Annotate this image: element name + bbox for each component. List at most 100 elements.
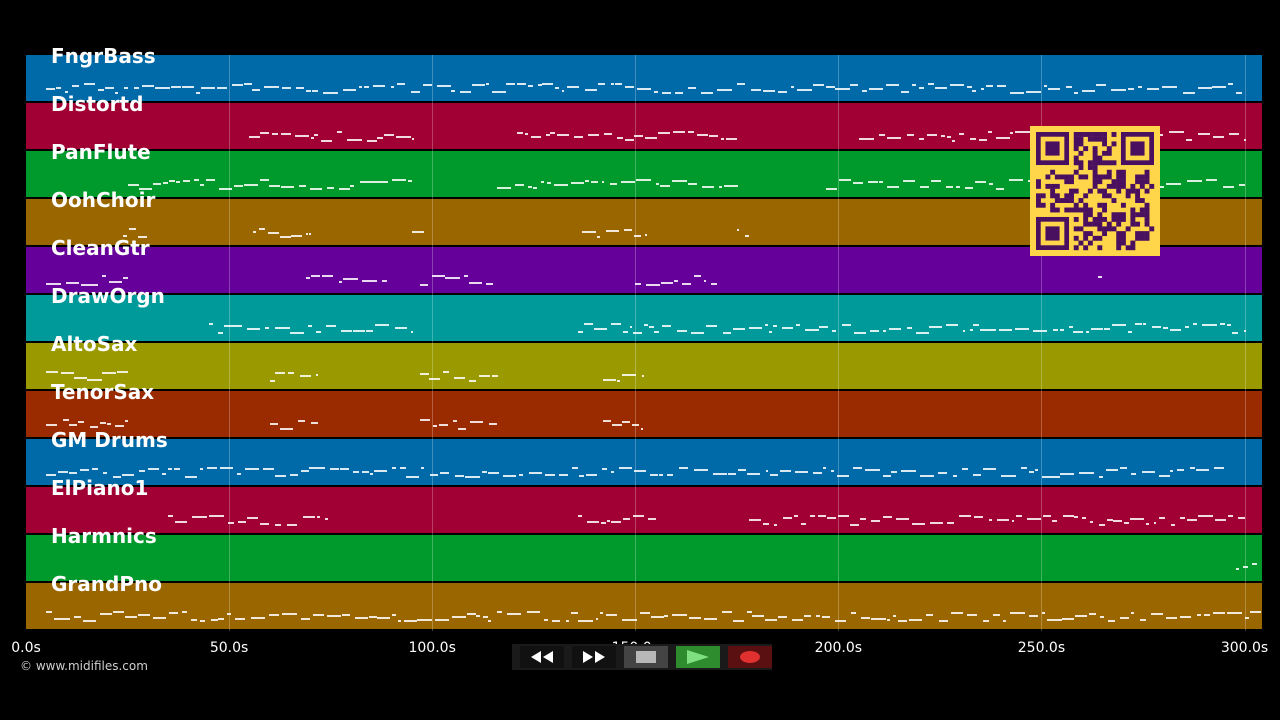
note-mark xyxy=(291,235,302,237)
note-mark xyxy=(1107,620,1116,622)
note-mark xyxy=(1119,617,1130,619)
note-mark xyxy=(587,134,600,136)
note-mark xyxy=(621,619,637,621)
note-mark xyxy=(687,183,698,185)
note-mark xyxy=(946,186,953,188)
note-mark xyxy=(383,134,395,136)
note-mark xyxy=(137,236,147,238)
note-mark xyxy=(89,284,99,286)
note-mark xyxy=(299,375,312,377)
note-mark xyxy=(152,183,162,185)
note-mark xyxy=(934,87,947,89)
note-mark xyxy=(263,468,274,470)
note-mark xyxy=(483,616,489,618)
note-mark xyxy=(227,522,234,524)
note-mark xyxy=(744,235,749,237)
note-mark xyxy=(1072,331,1084,333)
note-mark xyxy=(664,615,669,617)
note-mark xyxy=(326,187,335,189)
note-mark xyxy=(950,84,965,86)
note-mark xyxy=(1239,184,1245,186)
note-mark xyxy=(817,515,826,517)
note-mark xyxy=(423,84,432,86)
track-label: FngrBass xyxy=(51,44,156,68)
note-mark xyxy=(795,471,808,473)
note-mark xyxy=(502,475,517,477)
note-mark xyxy=(623,229,633,231)
stop-button[interactable] xyxy=(624,646,668,668)
note-mark xyxy=(411,91,420,93)
note-mark xyxy=(790,86,795,88)
note-mark xyxy=(102,275,106,277)
note-mark xyxy=(1162,327,1169,329)
note-mark xyxy=(139,470,146,472)
note-mark xyxy=(615,83,622,85)
record-button[interactable] xyxy=(728,646,772,668)
note-mark xyxy=(995,188,1005,190)
note-mark xyxy=(804,329,820,331)
note-mark xyxy=(816,615,821,617)
note-mark xyxy=(633,470,647,472)
note-mark xyxy=(658,132,671,134)
note-mark xyxy=(955,186,960,188)
track-label: DrawOrgn xyxy=(51,284,165,308)
note-mark xyxy=(929,522,943,524)
note-mark xyxy=(200,620,206,622)
note-mark xyxy=(139,188,152,190)
note-mark xyxy=(243,83,253,85)
note-mark xyxy=(679,467,688,469)
note-mark xyxy=(773,524,778,526)
play-button[interactable] xyxy=(676,646,720,668)
note-mark xyxy=(870,618,886,620)
note-mark xyxy=(1187,519,1198,521)
note-mark xyxy=(780,470,791,472)
note-mark xyxy=(320,140,332,142)
qr-code xyxy=(1030,126,1160,256)
note-mark xyxy=(578,620,593,622)
note-mark xyxy=(138,614,151,616)
note-mark xyxy=(362,280,377,282)
note-mark xyxy=(926,614,934,616)
note-mark xyxy=(882,475,891,477)
note-mark xyxy=(842,324,851,326)
track-altosax: AltoSax xyxy=(26,334,1262,389)
rewind-button[interactable] xyxy=(520,646,564,668)
note-mark xyxy=(342,614,350,616)
note-mark xyxy=(649,474,658,476)
note-mark xyxy=(999,329,1012,331)
note-mark xyxy=(289,332,304,334)
note-mark xyxy=(464,275,469,277)
record-icon xyxy=(740,651,760,663)
note-mark xyxy=(1053,329,1059,331)
note-mark xyxy=(407,180,412,182)
note-mark xyxy=(635,179,651,181)
note-mark xyxy=(958,515,972,517)
note-mark xyxy=(599,612,604,614)
note-mark xyxy=(370,473,373,475)
note-mark xyxy=(1131,612,1135,614)
note-mark xyxy=(1227,612,1242,614)
note-mark xyxy=(853,332,867,334)
note-mark xyxy=(79,469,89,471)
note-mark xyxy=(616,137,623,139)
track-label: ElPiano1 xyxy=(51,476,149,500)
note-mark xyxy=(113,611,124,613)
note-mark xyxy=(298,420,306,422)
note-mark xyxy=(997,85,1007,87)
note-mark xyxy=(210,619,218,621)
note-mark xyxy=(883,330,887,332)
note-mark xyxy=(91,468,98,470)
track-label: CleanGtr xyxy=(51,236,150,260)
note-mark xyxy=(1026,91,1042,93)
note-mark xyxy=(610,83,615,85)
fast-forward-button[interactable] xyxy=(572,646,616,668)
note-mark xyxy=(309,467,325,469)
note-mark xyxy=(810,515,815,517)
note-mark xyxy=(1203,614,1210,616)
note-mark xyxy=(888,328,902,330)
note-mark xyxy=(274,524,282,526)
note-mark xyxy=(429,378,441,380)
note-mark xyxy=(274,475,287,477)
note-mark xyxy=(645,234,648,236)
note-mark xyxy=(55,87,62,89)
